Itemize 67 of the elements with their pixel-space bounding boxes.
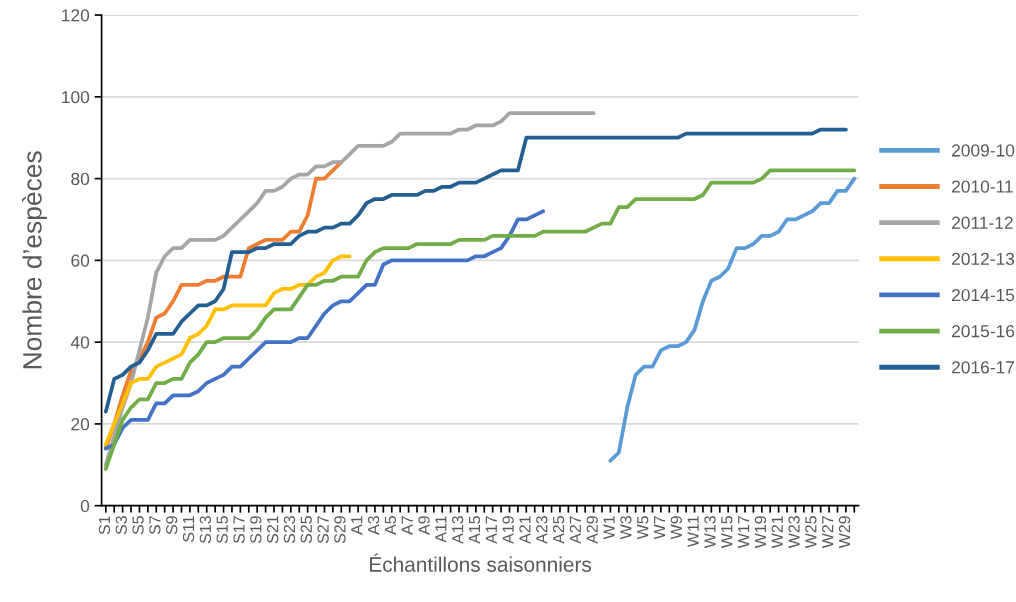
- x-tick-label: A29: [586, 516, 598, 544]
- x-tick-label: A1: [351, 516, 363, 535]
- x-tick-label: A23: [536, 516, 548, 544]
- x-tick-label: S5: [132, 516, 144, 535]
- x-tick-label: W5: [637, 516, 649, 540]
- x-tick-label: A3: [367, 516, 380, 535]
- legend-label: 2012-13: [952, 252, 1015, 266]
- y-tick-label: 60: [71, 254, 90, 267]
- legend-label: 2015-16: [952, 325, 1015, 338]
- x-tick-label: A7: [401, 516, 413, 535]
- y-tick-label: 40: [70, 336, 90, 349]
- x-tick-label: W19: [754, 516, 767, 549]
- x-tick-label: W9: [670, 516, 682, 540]
- x-tick-label: S29: [334, 516, 346, 544]
- y-tick-label: 80: [71, 172, 90, 186]
- x-tick-label: A19: [502, 516, 514, 544]
- x-tick-label: W17: [738, 516, 750, 549]
- x-tick-label: S17: [233, 516, 245, 544]
- x-tick-label: S9: [166, 516, 178, 535]
- legend-label: 2009-10: [952, 144, 1015, 157]
- x-tick-label: S25: [300, 516, 312, 544]
- x-tick-label: S3: [115, 516, 127, 535]
- x-tick-label: W13: [704, 516, 716, 549]
- x-tick-label: S19: [250, 516, 262, 544]
- x-tick-label: A27: [569, 516, 581, 544]
- x-tick-label: W25: [805, 516, 817, 549]
- legend-label: 2016-17: [952, 361, 1014, 374]
- line-series: [103, 111, 596, 467]
- legend-label: 2014-15: [952, 288, 1015, 302]
- y-axis-title: Nombre d’espèces: [22, 151, 47, 369]
- x-tick-label: W27: [822, 516, 834, 549]
- x-tick-label: W1: [603, 516, 615, 540]
- legend-label: 2011-12: [952, 216, 1013, 229]
- x-tick-label: A21: [519, 516, 531, 544]
- y-tick-label: 120: [62, 9, 90, 22]
- x-tick-label: S1: [98, 516, 111, 535]
- x-tick-label: A17: [485, 516, 497, 544]
- y-tick-label: 20: [71, 418, 90, 431]
- x-tick-label: S11: [182, 516, 195, 542]
- x-tick-label: A5: [384, 516, 397, 535]
- x-tick-label: A9: [418, 516, 430, 535]
- x-tick-label: W7: [654, 516, 666, 540]
- x-tick-label: S21: [266, 516, 279, 544]
- x-tick-label: W29: [838, 516, 851, 549]
- y-tick-label: 0: [80, 499, 90, 513]
- x-tick-label: S27: [317, 516, 329, 544]
- line-series: [103, 127, 848, 414]
- x-tick-label: W21: [771, 516, 783, 549]
- line-series: [103, 168, 857, 471]
- line-series: [608, 176, 857, 463]
- x-tick-label: S23: [283, 516, 296, 544]
- x-tick-label: S13: [199, 516, 212, 544]
- x-tick-label: W3: [620, 516, 632, 540]
- x-tick-label: S15: [216, 516, 228, 544]
- x-tick-label: W11: [687, 516, 699, 547]
- x-tick-label: S7: [149, 516, 161, 535]
- x-axis-title: Échantillons saisonniers: [370, 553, 592, 572]
- x-tick-label: W23: [788, 516, 800, 549]
- legend-label: 2010-11: [952, 180, 1013, 193]
- x-tick-label: A13: [452, 516, 464, 544]
- x-tick-label: A11: [435, 516, 447, 543]
- x-tick-label: A25: [552, 516, 565, 544]
- line-series: [103, 209, 546, 451]
- x-tick-label: W15: [721, 516, 733, 549]
- x-tick-label: A15: [469, 516, 481, 544]
- line-series: [103, 254, 352, 447]
- y-tick-label: 100: [62, 90, 90, 104]
